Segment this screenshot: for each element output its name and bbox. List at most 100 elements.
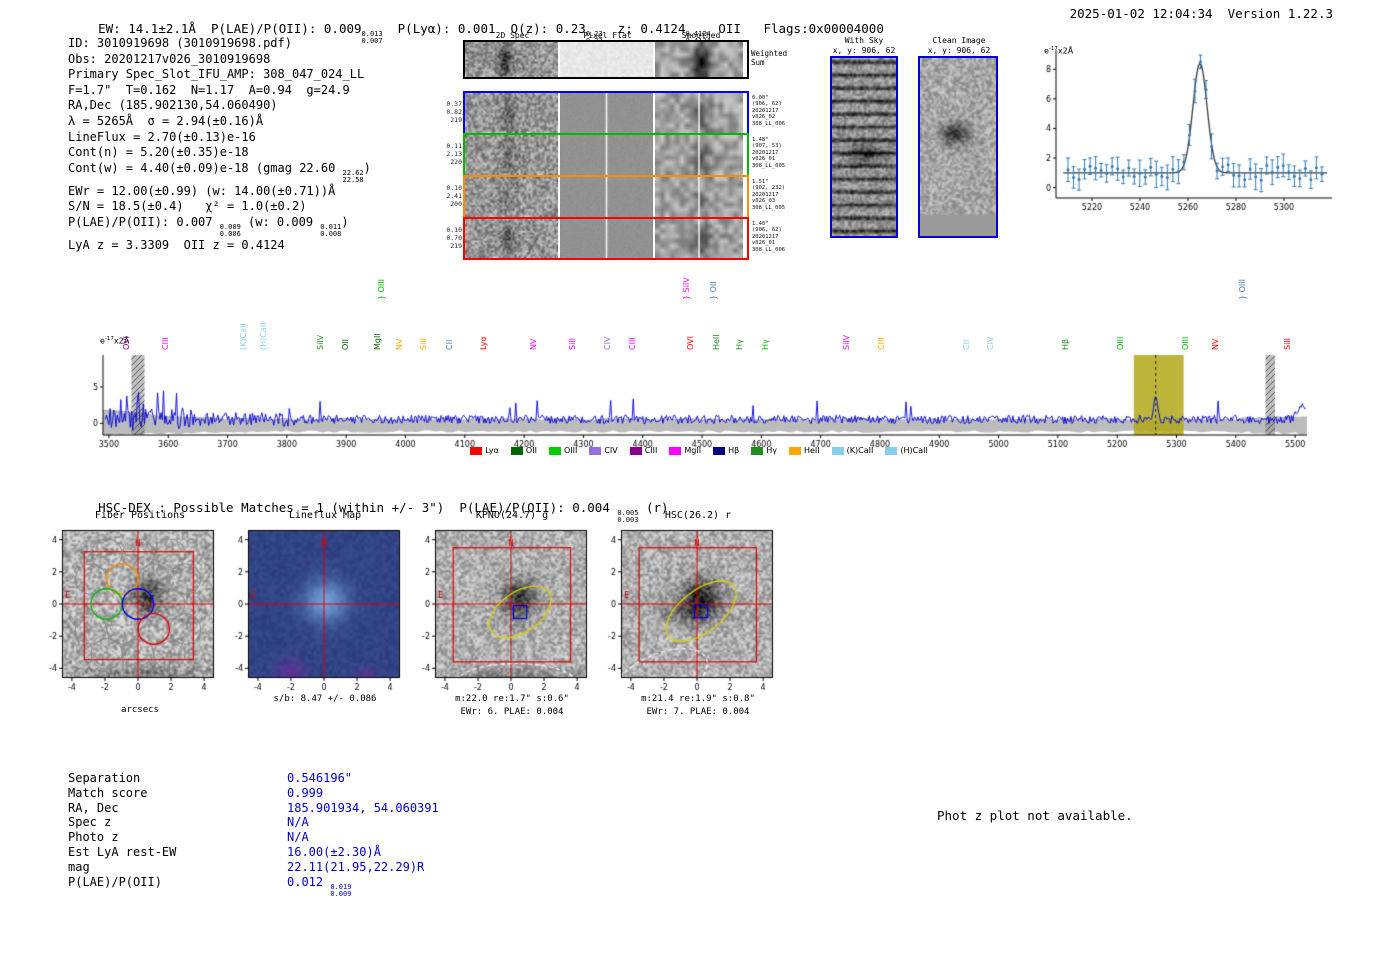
spectral-line-label: } OIII (1237, 278, 1247, 300)
spectrum-ylabel: e-17x2Å (100, 336, 130, 346)
info-cont-w: Cont(w) = 4.40(±0.09)e-18 (gmag 22.60 22… (68, 160, 371, 184)
match-row-value: N/A (287, 815, 309, 830)
legend-swatch (831, 446, 844, 455)
spec2d-cutout-image (465, 219, 558, 258)
col-header-pixelflat: Pixel Flat (583, 31, 632, 40)
spectral-line-label: CII (961, 339, 971, 350)
legend-label: (H)CaII (900, 446, 928, 455)
spectral-line-label: } SiIV (682, 277, 692, 300)
cutout-title-g: KPNO(24.7) g (475, 510, 549, 521)
clean-cutout-image (920, 58, 996, 236)
spectral-line-label: CIII (160, 337, 170, 350)
cutout-title-fiber: Fiber Positions (94, 510, 186, 521)
legend-item: CIV (589, 446, 618, 455)
legend-label: MgII (684, 446, 702, 455)
spectral-line-label: OII (341, 338, 351, 350)
info-wavelength: λ = 5265Å σ = 2.94(±0.16)Å (68, 113, 264, 128)
spec2d-cutout-image (560, 42, 653, 77)
legend-label: OII (525, 446, 537, 455)
spec2d-cutout-image (465, 93, 558, 133)
spectral-line-label: SiII (1283, 337, 1293, 350)
spectral-line-label: Hγ (761, 339, 771, 350)
spec2d-row-0 (463, 40, 749, 79)
match-table-row: Est LyA rest-EW 16.00(±2.30)Å (68, 845, 439, 860)
spectral-line-label: Lyα (479, 336, 489, 350)
spec2d-cutout-image (655, 219, 743, 258)
spec2d-row-4 (463, 217, 749, 260)
info-obs: Obs: 20201217v026_3010919698 (68, 51, 271, 66)
detection-info: ID: 3010919698 (3010919698.pdf) Obs: 202… (68, 36, 371, 254)
spec2d-cutout-image (655, 135, 743, 175)
legend-swatch (751, 446, 764, 455)
spectral-line-label: MgII (372, 333, 382, 350)
catalog-match-header: HSC-DEX : Possible Matches = 1 (within +… (98, 500, 669, 524)
match-row-label: Est LyA rest-EW (68, 844, 177, 859)
match-row-label: P(LAE)/P(OII) (68, 874, 162, 889)
spectral-line-label: CIII (627, 337, 637, 350)
legend-swatch (589, 446, 602, 455)
match-row-value: 0.012 (287, 874, 331, 889)
legend-label: Hβ (728, 446, 740, 455)
match-table-row: Separation 0.546196" (68, 771, 439, 786)
legend-item: CIII (629, 446, 657, 455)
spectral-line-label: OVI (121, 336, 131, 350)
legend-swatch (885, 446, 898, 455)
full-spectrum-plot (79, 352, 1319, 450)
weighted-sum-label: Weighted Sum (751, 49, 788, 67)
col-header-2dspec: 2D Spec (495, 31, 530, 40)
info-plae: P(LAE)/P(OII): 0.007 0.009 0.006 (w: 0.00… (68, 214, 349, 238)
info-redshifts: LyA z = 3.3309 OII z = 0.4124 (68, 237, 285, 252)
spectral-line-label: NV (529, 338, 539, 350)
clean-coords: x, y: 906, 62 (927, 46, 991, 55)
spec2d-cutout-image (655, 177, 743, 217)
plae-ci-2: 0.011 0.008 (320, 222, 342, 238)
match-row-value: 0.546196" (287, 771, 353, 785)
spec2d-cutout-image (465, 135, 558, 175)
info-ewr: EWr = 12.00(±0.99) (w: 14.00(±0.71))Å (68, 183, 336, 198)
spectral-line-label: } OII (708, 281, 718, 300)
spec2d-cutout-image (560, 219, 653, 258)
spectral-line-label: OIII (1115, 336, 1125, 350)
spectral-line-labels: OVI CIII (K)CaII (H)CaII SiIV OII MgII} OIII NV… (79, 266, 1319, 352)
spectral-line-label: (K)CaII (238, 323, 248, 350)
clean-image (918, 56, 998, 238)
spec2d-row-meta: 1.48" (907, 53) 20201217 v026_01 308_LL_005 (752, 137, 786, 169)
header-ew-text: EW: 14.1±2.1Å P(LAE)/P(OII): (98, 21, 324, 36)
g-caption-1: m:22.0 re:1.7" s:0.6" (455, 694, 569, 704)
withsky-image (830, 56, 898, 238)
spectral-line-label: Hβ (1061, 338, 1071, 350)
spec2d-cutout-image (560, 93, 653, 133)
hsc-plae-ci: 0.005 0.003 (617, 509, 639, 524)
spec2d-row-stats: 0.10 2.41 200 (446, 184, 462, 208)
info-primary-spec: Primary Spec_Slot_IFU_AMP: 308_047_024_L… (68, 67, 365, 82)
legend-item: (H)CaII (885, 446, 928, 455)
info-sn-chi2: S/N = 18.5(±0.4) χ² = 1.0(±0.2) (68, 199, 307, 214)
legend-label: HeII (803, 446, 820, 455)
legend-item: Hβ (713, 446, 739, 455)
r-caption-1: m:21.4 re:1.9" s:0.8" (641, 694, 755, 704)
match-row-label: RA, Dec (68, 800, 119, 815)
match-row-label: Separation (68, 771, 141, 785)
fiber-xlabel: arcsecs (121, 705, 159, 715)
legend-label: Lyα (485, 446, 499, 455)
match-row-label: mag (68, 859, 90, 874)
spectral-line-label: OIII (1181, 336, 1190, 350)
fit-plot-ylabel: e-17x2Å (1044, 46, 1074, 56)
cutout-r (584, 524, 779, 702)
cutout-title-r: HSC(26.2) r (664, 510, 732, 521)
withsky-title: With Sky (844, 36, 884, 45)
match-row-label: Photo z (68, 830, 119, 845)
match-table-row: Match score 0.999 (68, 786, 439, 801)
spectral-line-label: (H)CaII (259, 322, 269, 350)
match-table-row: Photo z N/A (68, 830, 439, 845)
spectral-line-label: Hγ (734, 339, 744, 350)
legend-swatch (669, 446, 682, 455)
spec2d-row-2 (463, 133, 749, 177)
legend-item: Hγ (751, 446, 777, 455)
spec2d-cutout-image (560, 135, 653, 175)
cutout-g (398, 524, 593, 702)
legend-item: MgII (669, 446, 701, 455)
spec2d-row-stats: 0.10 0.70 219 (446, 226, 462, 250)
line-fit-plot (1030, 40, 1340, 215)
legend-label: Hγ (766, 446, 777, 455)
